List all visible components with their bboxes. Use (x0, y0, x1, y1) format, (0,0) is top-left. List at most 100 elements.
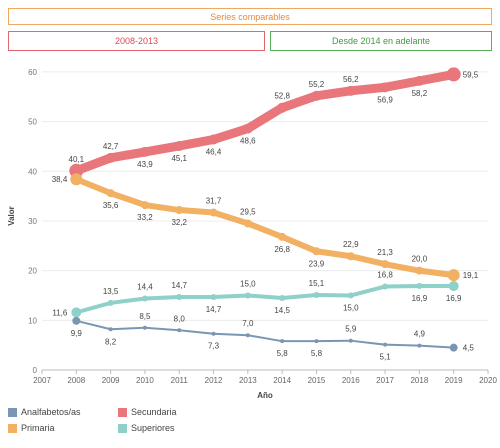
x-tick-label-2017: 2017 (376, 376, 394, 385)
point-primaria-2013 (243, 219, 252, 228)
legend-item-primaria: Primaria (8, 423, 55, 433)
series-line-superiores (74, 284, 456, 315)
x-tick-label-2016: 2016 (342, 376, 360, 385)
y-tick-label-50: 50 (28, 118, 37, 127)
x-axis-title: Año (257, 391, 273, 400)
data-label-analfabetos-as-2013: 7,0 (242, 319, 254, 328)
data-label-superiores-2019: 16,9 (446, 294, 462, 303)
data-label-analfabetos-as-2018: 4,9 (414, 330, 426, 339)
data-label-secundaria-2009: 42,7 (103, 142, 119, 151)
point-primaria-2019 (447, 269, 460, 282)
data-label-analfabetos-as-2012: 7,3 (208, 342, 220, 351)
point-primaria-2011 (175, 206, 184, 215)
data-label-primaria-2017: 21,3 (377, 248, 393, 257)
point-analfabetos-as-2014 (280, 339, 285, 344)
data-label-superiores-2012: 14,7 (206, 305, 222, 314)
point-analfabetos-as-2016 (348, 338, 353, 343)
data-label-primaria-2018: 20,0 (412, 255, 428, 264)
point-analfabetos-as-2013 (245, 333, 250, 338)
legend-label-superiores: Superiores (131, 423, 175, 433)
chart-legend: Analfabetos/as Secundaria Primaria Superior… (8, 407, 208, 443)
y-tick-label-40: 40 (28, 167, 37, 176)
data-label-analfabetos-as-2008: 9,9 (71, 329, 83, 338)
x-tick-label-2010: 2010 (136, 376, 154, 385)
point-superiores-2017 (382, 283, 389, 290)
data-label-analfabetos-as-2017: 5,1 (380, 353, 392, 362)
point-secundaria-2014 (277, 102, 288, 113)
point-analfabetos-as-2018 (417, 343, 422, 348)
data-label-primaria-2010: 33,2 (137, 213, 153, 222)
point-superiores-2015 (313, 291, 320, 298)
data-label-superiores-2011: 14,7 (171, 281, 187, 290)
point-primaria-2016 (346, 252, 355, 261)
data-label-analfabetos-as-2014: 5,8 (277, 349, 289, 358)
point-analfabetos-as-2019 (449, 343, 458, 352)
y-tick-label-10: 10 (28, 316, 37, 325)
series-line-primaria (73, 176, 457, 279)
data-label-primaria-2013: 29,5 (240, 207, 256, 216)
legend-swatch-primaria (8, 423, 17, 433)
data-label-primaria-2011: 32,2 (171, 218, 187, 227)
x-tick-label-2014: 2014 (273, 376, 291, 385)
series-line-secundaria (71, 69, 459, 176)
band-desde-2014: Desde 2014 en adelante (270, 31, 492, 51)
data-label-analfabetos-as-2010: 8,5 (139, 312, 151, 321)
y-tick-label-30: 30 (28, 217, 37, 226)
data-label-superiores-2010: 14,4 (137, 282, 153, 291)
legend-swatch-analfabetos-as (8, 407, 17, 417)
legend-item-secundaria: Secundaria (118, 407, 177, 417)
point-analfabetos-as-2011 (177, 328, 182, 333)
legend-label-secundaria: Secundaria (131, 407, 177, 417)
series-line-analfabetos-as (75, 319, 455, 349)
data-label-secundaria-2016: 56,2 (343, 75, 359, 84)
x-tick-label-2007: 2007 (33, 376, 51, 385)
legend-swatch-superiores (118, 423, 127, 433)
data-label-primaria-2015: 23,9 (309, 259, 325, 268)
data-label-superiores-2008: 11,6 (52, 308, 68, 317)
point-secundaria-2015 (311, 90, 322, 101)
point-secundaria-2016 (345, 85, 356, 96)
data-label-secundaria-2018: 58,2 (412, 89, 428, 98)
point-superiores-2016 (347, 292, 354, 299)
point-primaria-2015 (312, 247, 321, 256)
data-label-superiores-2017: 16,8 (377, 271, 393, 280)
point-analfabetos-as-2010 (142, 325, 147, 330)
x-tick-label-2008: 2008 (67, 376, 85, 385)
data-label-analfabetos-as-2015: 5,8 (311, 349, 323, 358)
point-analfabetos-as-2015 (314, 339, 319, 344)
point-analfabetos-as-2009 (108, 327, 113, 332)
legend-item-superiores: Superiores (118, 423, 175, 433)
point-secundaria-2011 (174, 140, 185, 151)
x-tick-label-2013: 2013 (239, 376, 257, 385)
point-primaria-2009 (106, 189, 115, 198)
band-series-comparables: Series comparables (8, 8, 492, 25)
point-primaria-2008 (70, 173, 83, 186)
data-label-analfabetos-as-2009: 8,2 (105, 337, 117, 346)
x-tick-label-2009: 2009 (102, 376, 120, 385)
x-tick-label-2015: 2015 (308, 376, 326, 385)
data-label-secundaria-2019: 59,5 (463, 70, 479, 79)
data-label-superiores-2014: 14,5 (274, 306, 290, 315)
line-chart: 0 10 20 30 40 50 60 2007 2008 2009 2010 2011 2012 201… (7, 67, 497, 400)
band-2008-2013-label: 2008-2013 (114, 36, 159, 46)
data-label-superiores-2013: 15,0 (240, 279, 256, 288)
data-label-primaria-2008: 38,4 (52, 175, 68, 184)
legend-swatch-secundaria (118, 407, 127, 417)
data-label-primaria-2009: 35,6 (103, 201, 119, 210)
band-2008-2013: 2008-2013 (8, 31, 265, 51)
data-label-superiores-2015: 15,1 (309, 279, 325, 288)
point-superiores-2009 (107, 299, 114, 306)
point-secundaria-2013 (242, 123, 253, 134)
point-superiores-2019 (448, 281, 459, 292)
point-superiores-2014 (279, 294, 286, 301)
data-label-primaria-2012: 31,7 (206, 197, 222, 206)
legend-label-primaria: Primaria (21, 423, 55, 433)
band-desde-2014-label: Desde 2014 en adelante (331, 36, 431, 46)
legend-label-analfabetos-as: Analfabetos/as (21, 407, 81, 417)
point-superiores-2011 (176, 293, 183, 300)
data-label-secundaria-2010: 43,9 (137, 160, 153, 169)
point-superiores-2010 (141, 295, 148, 302)
point-analfabetos-as-2008 (72, 316, 81, 325)
point-primaria-2012 (209, 208, 218, 217)
legend-item-analfabetos-as: Analfabetos/as (8, 407, 81, 417)
